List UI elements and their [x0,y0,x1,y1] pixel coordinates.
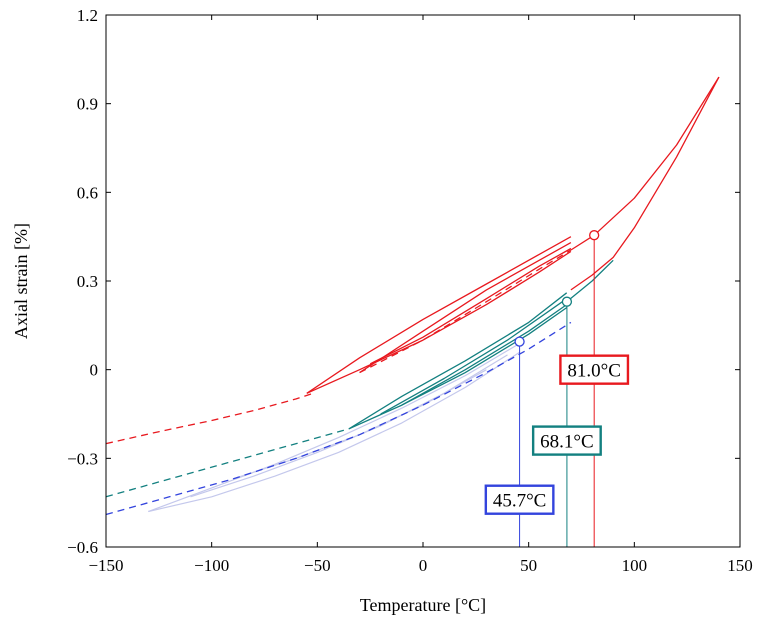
x-tick-label: 100 [622,556,648,575]
x-axis-label: Temperature [°C] [360,595,486,615]
y-tick-label: −0.6 [67,538,98,557]
annotation-box [484,484,555,515]
annotation-box [559,354,630,385]
axis-ticks: −150 −100 −50 0 50 100 150 −0.6 −0.3 0 0.3 0.6 0.9 1.… [67,6,753,575]
annotation-label: 68.1°C [540,432,594,453]
series-line-blue-18 [105,321,572,516]
annotation-red: 81.0°C [559,354,630,385]
series-line-teal-10 [348,307,568,430]
series-line-red-7 [570,76,720,291]
series-line-teal-13 [566,259,614,303]
series-line-teal-8 [105,428,350,498]
y-tick-label: 0.6 [77,183,98,202]
series-layer [105,76,720,516]
x-tick-label: 150 [727,556,753,575]
series-line-red-0 [105,392,314,445]
series-line-teal-9 [348,292,568,430]
x-tick-label: −150 [88,556,123,575]
annotation-label: 81.0°C [567,361,621,382]
series-line-red-4 [369,247,572,365]
annotation-blue: 45.7°C [484,484,555,515]
x-tick-label: 0 [419,556,428,575]
annotation-box [531,425,602,456]
y-tick-label: 0 [90,361,99,380]
series-line-teal-12 [401,304,568,406]
y-tick-label: −0.3 [67,449,98,468]
y-axis-label: Axial strain [%] [11,223,31,339]
y-tick-label: 1.2 [77,6,98,25]
series-line-lightblue-14 [148,342,521,513]
marker-point-blue [514,336,525,347]
annotation-teal: 68.1°C [531,425,602,456]
series-line-red-1 [306,236,572,394]
marker-point-teal [561,296,573,307]
series-line-lightblue-15 [148,351,521,513]
plot-frame [105,14,741,548]
marker-layer [514,230,600,347]
series-line-red-2 [306,250,572,394]
x-tick-label: −50 [304,556,331,575]
annotation-labels: 81.0°C 68.1°C 45.7°C [484,354,630,515]
x-tick-label: 50 [520,556,537,575]
series-line-lightblue-16 [190,354,508,498]
marker-point-red [589,230,600,241]
y-tick-label: 0.3 [77,272,98,291]
annotation-label: 45.7°C [493,491,547,512]
x-tick-label: −100 [194,556,229,575]
series-line-red-3 [359,242,572,374]
y-tick-label: 0.9 [77,95,98,114]
series-line-red-6 [570,76,720,251]
series-line-red-5 [359,249,572,374]
series-line-teal-11 [380,298,568,415]
